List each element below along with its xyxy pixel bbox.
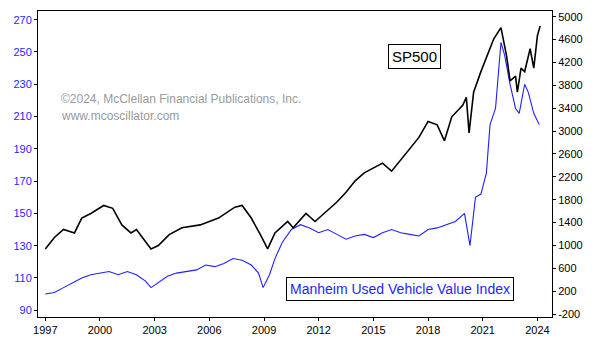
svg-text:www.mcoscillator.com: www.mcoscillator.com xyxy=(61,109,179,123)
svg-text:3000: 3000 xyxy=(558,125,582,137)
svg-text:2015: 2015 xyxy=(361,324,385,336)
svg-text:2200: 2200 xyxy=(558,171,582,183)
svg-text:3800: 3800 xyxy=(558,79,582,91)
svg-text:230: 230 xyxy=(13,78,31,90)
svg-text:2006: 2006 xyxy=(197,324,221,336)
svg-text:2009: 2009 xyxy=(252,324,276,336)
svg-text:2012: 2012 xyxy=(306,324,330,336)
svg-text:4600: 4600 xyxy=(558,33,582,45)
svg-text:SP500: SP500 xyxy=(392,48,437,65)
svg-text:1000: 1000 xyxy=(558,239,582,251)
svg-text:130: 130 xyxy=(13,240,31,252)
svg-text:250: 250 xyxy=(13,46,31,58)
svg-text:2003: 2003 xyxy=(142,324,166,336)
svg-text:5000: 5000 xyxy=(558,11,582,23)
svg-text:4200: 4200 xyxy=(558,56,582,68)
svg-text:210: 210 xyxy=(13,110,31,122)
svg-text:2000: 2000 xyxy=(88,324,112,336)
svg-text:©2024, McClellan Financial Pub: ©2024, McClellan Financial Publications,… xyxy=(61,92,301,106)
svg-text:2024: 2024 xyxy=(525,324,549,336)
svg-text:2018: 2018 xyxy=(416,324,440,336)
svg-text:2021: 2021 xyxy=(470,324,494,336)
svg-text:2600: 2600 xyxy=(558,148,582,160)
svg-text:90: 90 xyxy=(20,304,32,316)
svg-text:270: 270 xyxy=(13,14,31,26)
svg-text:-200: -200 xyxy=(558,308,580,320)
svg-text:150: 150 xyxy=(13,207,31,219)
svg-text:200: 200 xyxy=(558,285,576,297)
svg-text:600: 600 xyxy=(558,262,576,274)
svg-text:1800: 1800 xyxy=(558,194,582,206)
svg-text:Manheim Used Vehicle Value Ind: Manheim Used Vehicle Value Index xyxy=(290,281,510,297)
svg-text:110: 110 xyxy=(14,272,32,284)
svg-text:170: 170 xyxy=(13,175,31,187)
svg-text:1400: 1400 xyxy=(558,216,582,228)
svg-text:1997: 1997 xyxy=(33,324,57,336)
svg-text:3400: 3400 xyxy=(558,102,582,114)
svg-text:190: 190 xyxy=(13,143,31,155)
